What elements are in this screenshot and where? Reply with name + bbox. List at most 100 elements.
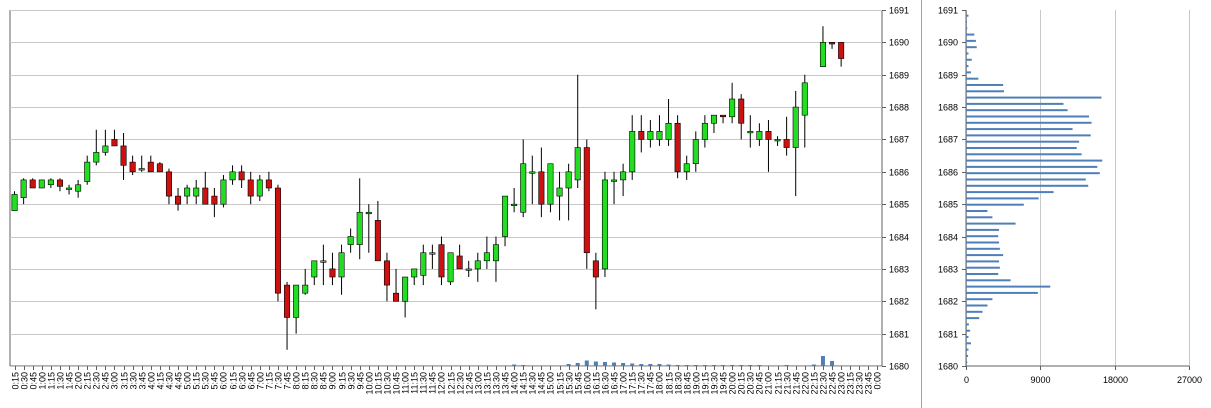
profile-bar — [966, 336, 969, 339]
candle-up — [66, 187, 73, 190]
main-x-tick-label: 16:30 — [601, 372, 611, 395]
profile-bar — [966, 90, 1004, 93]
profile-bar — [966, 348, 969, 351]
profile-bar — [966, 342, 971, 345]
profile-bar — [966, 39, 976, 42]
profile-bar — [966, 146, 1077, 149]
candle-down — [129, 161, 136, 173]
main-x-tick-label: 9:45 — [356, 372, 366, 390]
main-x-tick-label: 23:30 — [855, 372, 865, 395]
main-x-tick-label: 22:45 — [828, 372, 838, 395]
candle-up — [492, 244, 499, 262]
main-x-tick-label: 0:15 — [11, 372, 21, 390]
main-x-tick-label: 14:00 — [510, 372, 520, 395]
candle-down — [202, 187, 209, 205]
volume-bar — [639, 364, 644, 366]
candle-down — [838, 42, 845, 59]
candle-up — [756, 131, 763, 140]
main-x-tick-label: 5:00 — [183, 372, 193, 390]
volume-bar — [612, 362, 617, 366]
main-x-tick-label: 3:00 — [110, 372, 120, 390]
candle-down — [583, 147, 590, 254]
candle-up — [20, 179, 27, 199]
profile-bar — [966, 172, 1100, 175]
main-x-tick-label: 13:30 — [492, 372, 502, 395]
candle-up — [656, 131, 663, 140]
candle-down — [592, 260, 599, 278]
profile-bar — [966, 310, 983, 313]
profile-bar — [966, 209, 988, 212]
main-x-tick-label: 12:30 — [456, 372, 466, 395]
profile-bar — [966, 121, 1092, 124]
candle-down — [374, 220, 381, 262]
volume-bar — [566, 364, 571, 366]
candle-up — [347, 236, 354, 245]
profile-bar — [966, 134, 1091, 137]
volume-bar — [666, 364, 671, 366]
main-y-tick-label: 1687 — [889, 135, 909, 145]
profile-y-tick-label: 1684 — [938, 233, 958, 243]
main-x-tick-label: 5:45 — [210, 372, 220, 390]
profile-y-tick-label: 1681 — [938, 330, 958, 340]
volume-bar — [584, 360, 589, 366]
candle-up — [365, 211, 372, 215]
candle-up — [556, 187, 563, 197]
candle-up — [601, 179, 608, 270]
main-x-tick-label: 6:45 — [247, 372, 257, 390]
main-x-tick-label: 4:15 — [156, 372, 166, 390]
main-x-tick-label: 16:15 — [592, 372, 602, 395]
profile-bar — [966, 323, 969, 326]
candle-down — [329, 268, 336, 278]
candle-down — [638, 131, 645, 140]
candle-up — [338, 252, 345, 278]
main-y-tick-label: 1680 — [889, 362, 909, 372]
candle-down — [674, 122, 681, 173]
main-x-tick-label: 2:45 — [101, 372, 111, 390]
candle-up — [38, 179, 45, 189]
profile-bar — [966, 254, 1004, 257]
main-y-tick-label: 1689 — [889, 71, 909, 81]
candle-down — [456, 255, 463, 270]
profile-bar — [966, 304, 988, 307]
volume-bar — [648, 364, 653, 366]
main-x-tick-label: 17:15 — [628, 372, 638, 395]
main-x-tick-label: 8:30 — [310, 372, 320, 390]
candle-up — [411, 268, 418, 278]
main-x-tick-label: 17:00 — [619, 372, 629, 395]
profile-x-tick-label: 18000 — [1103, 375, 1128, 385]
profile-bar — [966, 203, 1024, 206]
candle-down — [56, 179, 63, 187]
main-x-tick-label: 20:00 — [728, 372, 738, 395]
profile-y-tick-label: 1685 — [938, 200, 958, 210]
main-y-tick-label: 1681 — [889, 330, 909, 340]
main-x-tick-label: 19:00 — [692, 372, 702, 395]
main-x-tick-label: 7:30 — [274, 372, 284, 390]
main-x-tick-label: 17:45 — [646, 372, 656, 395]
candle-up — [465, 268, 472, 271]
main-y-tick-label: 1686 — [889, 168, 909, 178]
candle-up — [356, 211, 363, 245]
candle-down — [783, 139, 790, 148]
profile-bar — [966, 285, 1051, 288]
main-x-tick-label: 6:30 — [238, 372, 248, 390]
profile-bar — [966, 77, 979, 80]
profile-bar — [966, 71, 971, 74]
main-y-tick-label: 1682 — [889, 297, 909, 307]
main-x-tick-label: 18:00 — [655, 372, 665, 395]
profile-bar — [966, 65, 969, 68]
main-x-tick-label: 11:30 — [419, 372, 429, 394]
main-y-tick-label: 1685 — [889, 200, 909, 210]
main-x-tick-label: 11:00 — [401, 372, 411, 394]
main-y-tick-label: 1690 — [889, 38, 909, 48]
profile-bar — [966, 140, 1080, 143]
profile-y-tick-label: 1688 — [938, 103, 958, 113]
volume-bar — [830, 361, 835, 366]
main-x-tick-label: 10:30 — [383, 372, 393, 395]
candle-up — [102, 145, 109, 153]
main-x-tick-label: 19:45 — [719, 372, 729, 395]
profile-bar — [966, 273, 999, 276]
candle-up — [819, 42, 826, 67]
profile-bar — [966, 197, 1039, 200]
main-x-tick-label: 23:15 — [846, 372, 856, 395]
profile-bar — [966, 228, 1000, 231]
